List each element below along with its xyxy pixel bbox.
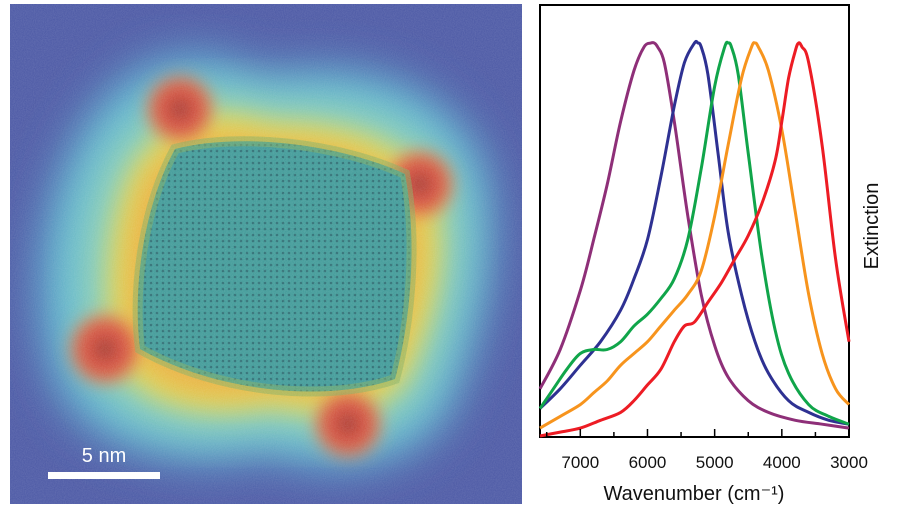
spectrum-line-2 [538, 39, 850, 426]
noise-texture [10, 4, 522, 504]
spectrum-line-4 [539, 41, 851, 430]
scale-bar-label: 5 nm [82, 445, 126, 467]
spectrum-line-1 [538, 40, 850, 430]
scale-bar-line [48, 472, 160, 479]
plot-frame [539, 4, 850, 438]
tem-micrograph: 5 nm [10, 4, 522, 504]
spectrum-line-5 [539, 41, 851, 438]
scale-bar: 5 nm [48, 445, 160, 479]
y-axis-title: Extinction [861, 183, 883, 270]
x-tick-label: 4000 [763, 453, 801, 472]
spectrum-line-3 [538, 40, 850, 426]
x-tick-label: 5000 [696, 453, 734, 472]
x-axis-title: Wavenumber (cm⁻¹) [604, 483, 785, 505]
x-tick-label: 7000 [561, 453, 599, 472]
x-tick-label: 3000 [830, 453, 868, 472]
series-layer [538, 39, 851, 438]
x-tick-label: 6000 [629, 453, 667, 472]
x-axis-ticks: 7000 6000 5000 4000 3000 [545, 429, 868, 472]
plot-area-border [539, 4, 850, 438]
extinction-chart: 7000 6000 5000 4000 3000 Wavenumber (cm⁻¹) E… [538, 4, 883, 505]
